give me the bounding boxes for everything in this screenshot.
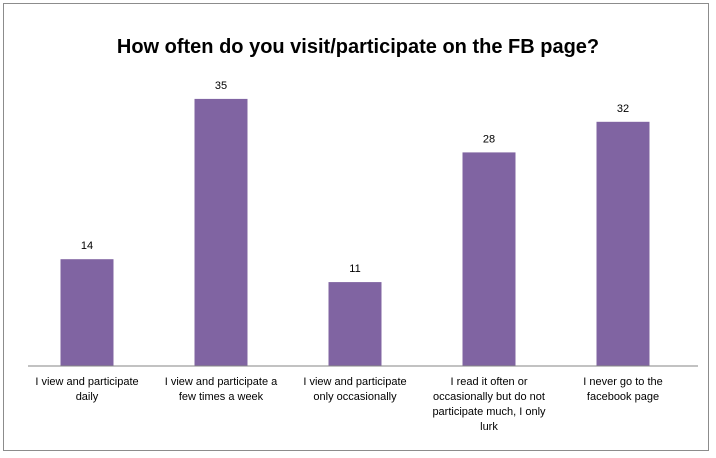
bar-2 (194, 98, 248, 367)
x-tick-label-4: I read it often or occasionally but do n… (432, 376, 546, 433)
data-label-3: 11 (349, 263, 360, 275)
data-label-1: 14 (81, 240, 93, 252)
data-label-2: 35 (215, 80, 227, 92)
data-label-5: 32 (617, 103, 629, 115)
bars-group (60, 98, 650, 367)
bar-3 (328, 282, 382, 366)
data-label-4: 28 (483, 133, 495, 145)
x-tick-label-1: I view and participate daily (35, 376, 139, 403)
x-tick-label-3: I view and participate only occasionally (303, 376, 407, 403)
bar-4 (462, 152, 516, 366)
x-tick-label-2: I view and participate a few times a wee… (164, 376, 278, 403)
data-labels-group: 14 35 11 28 32 (81, 80, 629, 275)
x-tick-label-5: I never go to the facebook page (583, 376, 663, 403)
bar-5 (596, 121, 650, 366)
chart-frame (3, 3, 709, 451)
chart-title: How often do you visit/participate on th… (116, 36, 600, 58)
bar-1 (60, 259, 114, 366)
